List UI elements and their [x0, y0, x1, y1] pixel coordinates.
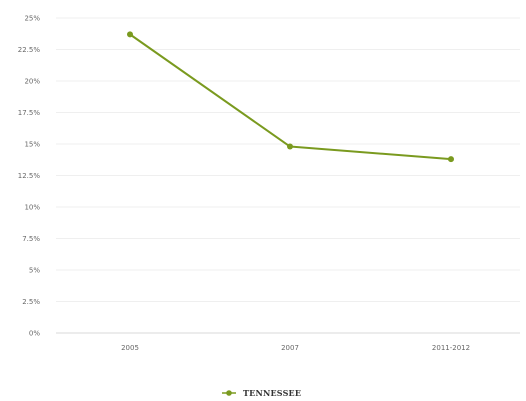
x-tick-label: 2007: [281, 344, 299, 352]
y-tick-label: 25%: [24, 15, 40, 23]
y-tick-label: 12.5%: [18, 172, 41, 180]
y-tick-label: 2.5%: [22, 298, 40, 306]
series-layer: [127, 31, 454, 163]
y-tick-label: 17.5%: [18, 109, 41, 117]
legend[interactable]: TENNESSEE: [222, 388, 301, 398]
data-point[interactable]: [448, 156, 454, 163]
y-tick-label: 7.5%: [22, 235, 40, 243]
y-tick-label: 0%: [29, 330, 40, 338]
y-tick-label: 20%: [24, 78, 40, 86]
x-tick-label: 2011-2012: [432, 344, 470, 352]
y-tick-label: 5%: [29, 267, 40, 275]
y-tick-label: 15%: [24, 141, 40, 149]
data-point[interactable]: [287, 143, 293, 150]
data-point[interactable]: [127, 31, 133, 38]
series-line: [129, 33, 452, 161]
y-tick-label: 10%: [24, 204, 40, 212]
y-tick-label: 22.5%: [18, 46, 41, 54]
x-axis-tick-labels: 2005 2007 2011-2012: [121, 344, 470, 352]
legend-swatch-marker: [226, 390, 232, 396]
gridlines: [56, 17, 520, 334]
x-tick-label: 2005: [121, 344, 139, 352]
legend-label: TENNESSEE: [243, 388, 301, 398]
y-axis-tick-labels: 0% 2.5% 5% 7.5% 10% 12.5% 15% 17.5% 20% 22.5% 25%: [18, 15, 41, 338]
